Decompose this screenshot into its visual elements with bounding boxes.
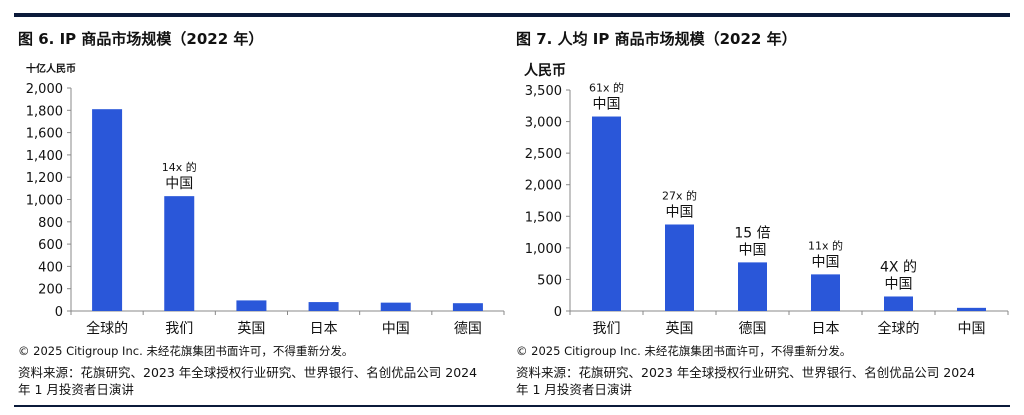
y-tick-label: 0 <box>554 305 562 320</box>
y-axis-unit-label: 人民币 <box>524 62 566 79</box>
bar-6 <box>957 307 986 311</box>
bar-3 <box>236 300 267 311</box>
bar-1 <box>92 109 123 311</box>
y-tick-label: 500 <box>537 273 562 288</box>
y-tick-label: 1,000 <box>525 242 562 257</box>
x-category-label: 日本 <box>812 321 840 337</box>
bar-annotation: 中国 <box>885 276 913 292</box>
bar-1 <box>592 116 621 311</box>
x-category-label: 全球的 <box>86 320 128 337</box>
x-category-label: 英国 <box>237 320 265 337</box>
y-tick-label: 800 <box>38 216 63 231</box>
y-tick-label: 1,600 <box>26 127 63 142</box>
x-category-label: 我们 <box>593 321 621 337</box>
figure-6-title: 图 6. IP 商品市场规模（2022 年） <box>18 30 264 48</box>
bar-annotation: 14x 的 <box>162 160 197 174</box>
bar-4 <box>308 302 339 311</box>
top-rule <box>14 13 1010 17</box>
y-tick-label: 3,500 <box>525 84 562 99</box>
bar-3 <box>738 262 767 311</box>
bar-annotation: 中国 <box>739 242 767 258</box>
y-tick-label: 1,200 <box>26 171 63 186</box>
bar-annotation: 15 倍 <box>734 225 770 241</box>
y-tick-label: 600 <box>38 238 63 253</box>
bar-annotation: 27x 的 <box>662 188 697 202</box>
figure-7-title: 图 7. 人均 IP 商品市场规模（2022 年） <box>516 30 797 48</box>
bar-2 <box>665 224 694 311</box>
y-axis-unit-label: 十亿人民币 <box>26 62 76 75</box>
bar-2 <box>164 196 195 311</box>
y-tick-label: 2,000 <box>26 82 63 97</box>
y-tick-label: 1,000 <box>26 194 63 209</box>
bar-annotation: 中国 <box>593 97 621 113</box>
x-category-label: 日本 <box>310 321 338 337</box>
bar-annotation: 中国 <box>666 204 694 220</box>
x-category-label: 德国 <box>454 321 482 337</box>
figure-6-source: 资料来源：花旗研究、2023 年全球授权行业研究、世界银行、名创优品公司 202… <box>18 365 478 397</box>
y-tick-label: 1,400 <box>26 149 63 164</box>
bar-annotation: 中国 <box>812 254 840 270</box>
y-tick-label: 2,000 <box>525 179 562 194</box>
y-tick-label: 1,500 <box>525 210 562 225</box>
bar-5 <box>380 302 411 311</box>
bar-5 <box>884 296 913 311</box>
figure-7-copyright: © 2025 Citigroup Inc. 未经花旗集团书面许可，不得重新分发。 <box>516 344 852 358</box>
bar-annotation: 4X 的 <box>880 259 917 275</box>
figure-7-chart: 人民币 0 500 1,000 1,500 2,000 2,500 3,000 3,500 我们 英… <box>524 62 1009 337</box>
figure-6-copyright: © 2025 Citigroup Inc. 未经花旗集团书面许可，不得重新分发。 <box>18 344 354 358</box>
x-category-label: 中国 <box>958 321 986 337</box>
bar-4 <box>811 274 840 311</box>
x-category-label: 中国 <box>382 321 410 337</box>
bar-6 <box>452 303 483 311</box>
y-tick-label: 400 <box>38 260 63 275</box>
y-tick-label: 200 <box>38 283 63 298</box>
bottom-rule <box>14 405 1010 407</box>
x-category-label: 英国 <box>666 320 694 337</box>
y-tick-label: 1,800 <box>26 104 63 119</box>
y-tick-label: 0 <box>55 305 63 320</box>
x-category-label: 德国 <box>739 321 767 337</box>
bar-annotation: 11x 的 <box>808 238 843 252</box>
figure-7-source: 资料来源：花旗研究、2023 年全球授权行业研究、世界银行、名创优品公司 202… <box>516 365 976 397</box>
bar-annotation: 61x 的 <box>589 81 624 95</box>
y-tick-label: 3,000 <box>525 116 562 131</box>
bar-annotation: 中国 <box>165 176 193 192</box>
x-category-label: 全球的 <box>878 320 920 337</box>
figure-6-chart: 十亿人民币 0 200 400 600 800 1,000 1,200 1,400 1,600 1,… <box>26 62 505 337</box>
y-tick-label: 2,500 <box>525 147 562 162</box>
x-category-label: 我们 <box>165 321 193 337</box>
